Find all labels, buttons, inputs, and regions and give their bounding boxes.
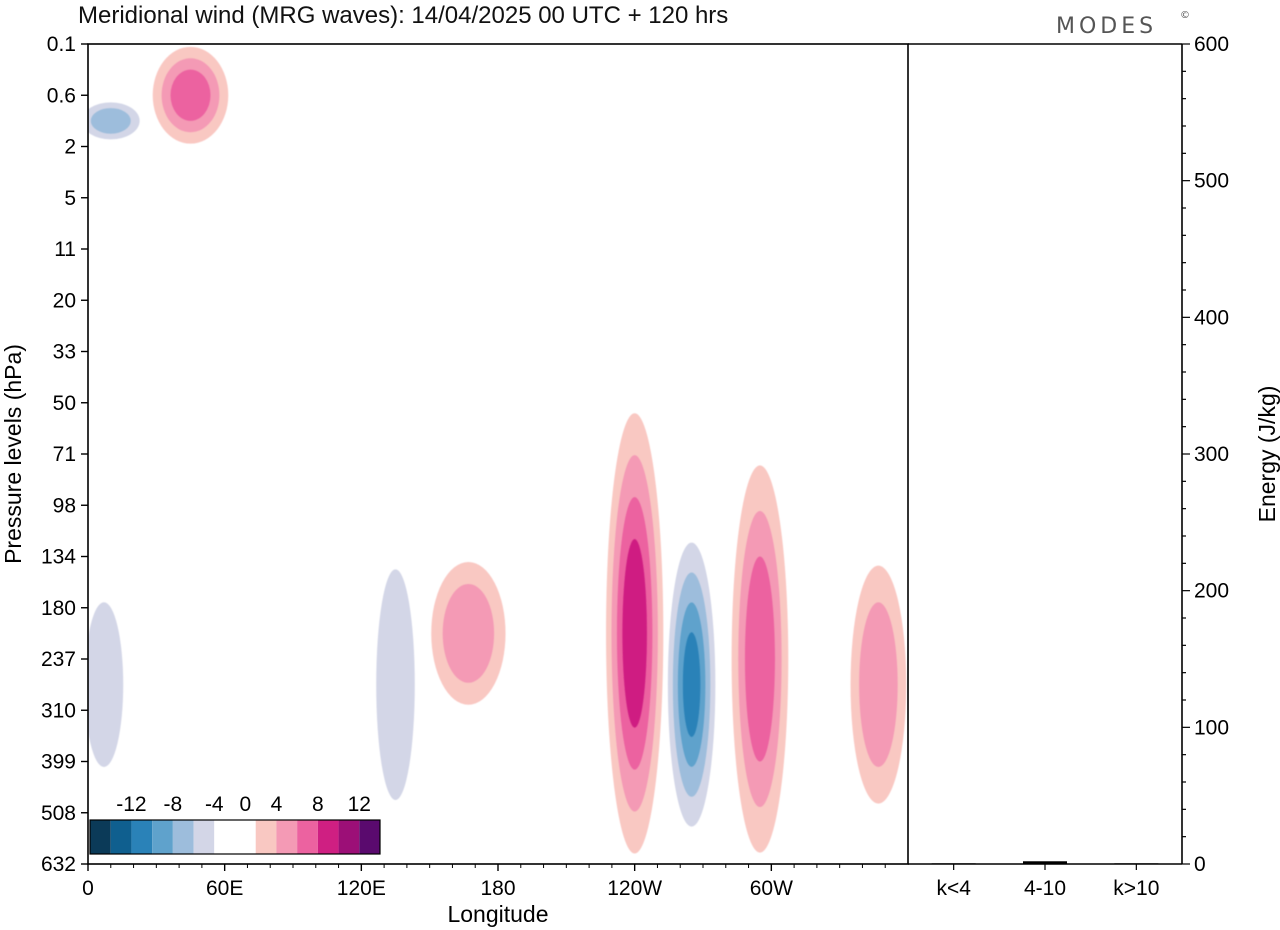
x-tick-label: 120E — [337, 877, 386, 900]
colorbar-swatch — [172, 820, 194, 854]
contour-band — [170, 69, 211, 121]
colorbar-swatch — [359, 820, 380, 854]
y-tick-label: 5 — [64, 187, 76, 210]
colorbar-swatch — [193, 820, 215, 854]
x-axis-title: Longitude — [447, 901, 548, 927]
colorbar-swatch — [317, 820, 339, 854]
x-tick-label: 60E — [206, 877, 243, 900]
colorbar-swatch — [90, 820, 111, 854]
colorbar-tick-label: 4 — [271, 793, 283, 816]
energy-category-label: 4-10 — [1024, 877, 1066, 900]
y-axis-title: Pressure levels (hPa) — [0, 344, 26, 564]
x-tick-label: 0 — [82, 877, 94, 900]
y-tick-label: 20 — [53, 289, 76, 312]
colorbar-swatch — [255, 820, 277, 854]
contour-band — [88, 602, 124, 767]
energy-axes: 0 100 200 300 400 500 600 k<4 4-10 k>10 — [908, 33, 1229, 900]
colorbar-swatch — [152, 820, 173, 854]
contour-feature — [850, 565, 907, 804]
colorbar-tick-label: -4 — [205, 793, 224, 816]
colorbar-swatch — [338, 820, 360, 854]
colorbar-tick-label: 8 — [312, 793, 324, 816]
energy-tick-label: 500 — [1194, 170, 1229, 193]
y-tick-label: 11 — [54, 238, 76, 261]
energy-bar — [1023, 861, 1067, 864]
energy-category-label: k<4 — [936, 877, 971, 900]
contour-feature — [606, 413, 664, 854]
colorbar-swatch — [235, 820, 256, 854]
contour-feature — [662, 512, 721, 857]
energy-bar — [1114, 863, 1159, 865]
contour-feature — [152, 46, 229, 144]
contour-band — [744, 556, 775, 762]
y-tick-label: 98 — [53, 494, 76, 517]
contour-band — [859, 602, 898, 767]
colorbar-tick-label: -8 — [164, 793, 183, 816]
contour-feature — [88, 96, 149, 146]
y-tick-label: 632 — [41, 853, 76, 876]
y-tick-label: 0.1 — [47, 33, 76, 56]
y-tick-label: 399 — [41, 751, 76, 774]
contour-feature — [731, 465, 789, 853]
energy-tick-label: 100 — [1194, 716, 1229, 739]
contour-feature — [88, 565, 132, 804]
energy-tick-label: 200 — [1194, 580, 1229, 603]
main-axes: 0.1 0.6 2 5 11 20 33 50 71 98 134 180 237 310 399 508 63… — [41, 33, 909, 900]
energy-tick-label: 400 — [1194, 306, 1229, 329]
colorbar-swatch — [131, 820, 153, 854]
chart-title: Meridional wind (MRG waves): 14/04/2025 … — [78, 2, 728, 29]
contour-band — [90, 108, 131, 134]
colorbar-tick-label: -12 — [116, 793, 146, 816]
contour-field — [88, 46, 907, 857]
contour-feature — [367, 518, 424, 852]
contour-band — [682, 632, 701, 737]
brand-logo: MODES — [1056, 14, 1157, 39]
y-tick-label: 508 — [41, 802, 76, 825]
y-tick-label: 50 — [53, 392, 76, 415]
energy-category-label: k>10 — [1113, 877, 1159, 900]
energy-tick-label: 600 — [1194, 33, 1229, 56]
colorbar-tick-label: 12 — [348, 793, 371, 816]
colorbar: -12 -8 -4 0 4 8 12 — [89, 793, 381, 855]
colorbar-swatch — [297, 820, 318, 854]
contour-band — [376, 569, 415, 800]
x-tick-label: 120W — [607, 877, 662, 900]
contour-band — [442, 583, 495, 683]
energy-axis-title: Energy (J/kg) — [1254, 386, 1280, 523]
y-tick-label: 71 — [53, 443, 76, 466]
colorbar-tick-label: 0 — [240, 793, 252, 816]
energy-tick-label: 0 — [1194, 853, 1206, 876]
colorbar-swatch — [214, 820, 235, 854]
colorbar-frame — [89, 819, 381, 855]
y-tick-label: 0.6 — [47, 84, 76, 107]
y-tick-label: 237 — [41, 648, 76, 671]
contour-band — [622, 539, 647, 728]
x-tick-label: 60W — [750, 877, 793, 900]
y-tick-label: 33 — [53, 341, 76, 364]
contour-feature — [431, 561, 506, 705]
energy-bar — [931, 863, 976, 865]
colorbar-swatch — [110, 820, 132, 854]
x-tick-label: 180 — [480, 877, 515, 900]
y-tick-label: 134 — [41, 546, 76, 569]
colorbar-swatch — [276, 820, 298, 854]
energy-tick-label: 300 — [1194, 443, 1229, 466]
y-tick-label: 180 — [41, 597, 76, 620]
y-tick-label: 310 — [41, 699, 76, 722]
brand-mark: © — [1180, 10, 1190, 21]
y-tick-label: 2 — [64, 136, 76, 159]
